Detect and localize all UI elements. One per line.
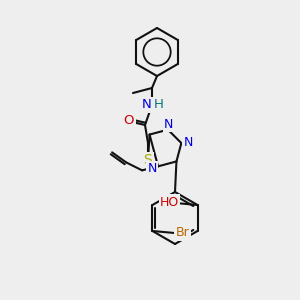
Text: O: O xyxy=(124,115,134,128)
Text: HO: HO xyxy=(160,196,179,208)
Text: N: N xyxy=(147,162,157,175)
Text: N: N xyxy=(142,98,152,112)
Text: Br: Br xyxy=(176,226,189,239)
Text: N: N xyxy=(164,118,174,131)
Text: H: H xyxy=(154,98,164,112)
Text: S: S xyxy=(144,153,152,167)
Text: N: N xyxy=(184,136,193,148)
